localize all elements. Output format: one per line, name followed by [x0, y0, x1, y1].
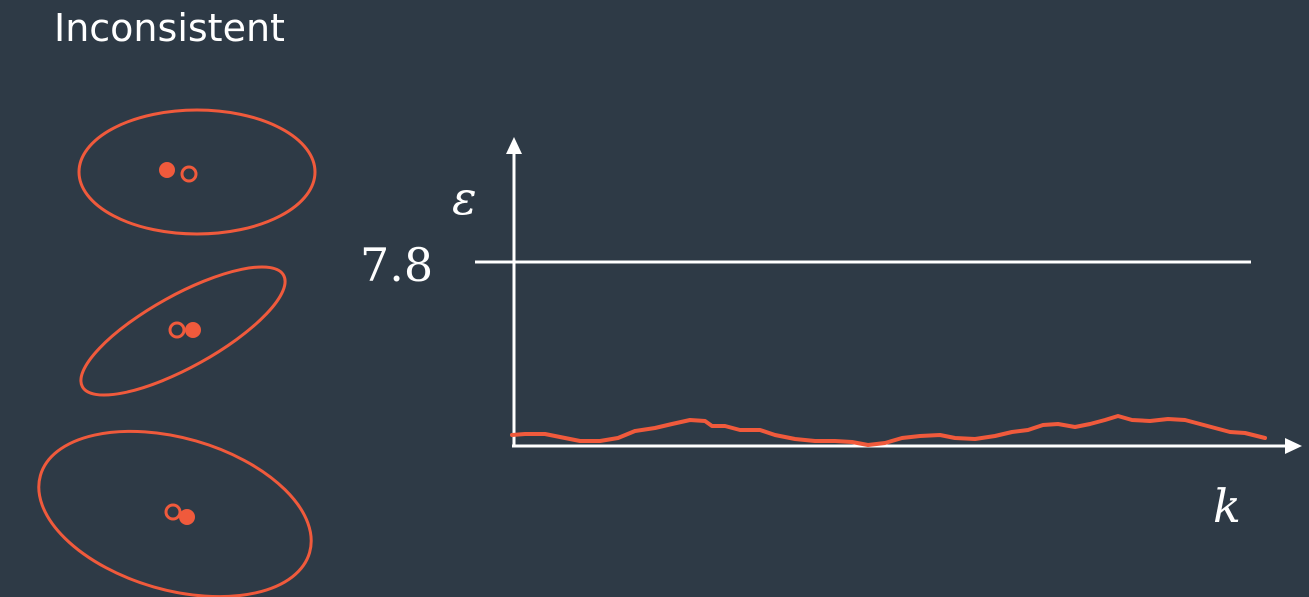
error-curve: [510, 414, 1267, 447]
x-axis-arrowhead: [1285, 438, 1302, 454]
estimate-dot-filled-2: [185, 322, 201, 338]
ellipse-group-3: [37, 429, 313, 597]
y-axis-label: ε: [452, 171, 477, 225]
estimate-dot-filled-3: [179, 509, 195, 525]
threshold-label: 7.8: [360, 238, 433, 292]
truth-dot-hollow-2: [168, 321, 186, 339]
uncertainty-ellipse-1: [77, 108, 317, 236]
ellipse-group-1: [77, 108, 317, 236]
estimate-dot-filled-1: [159, 162, 175, 178]
x-axis-label: k: [1213, 479, 1241, 533]
y-axis-arrowhead: [506, 137, 522, 154]
truth-dot-hollow-1: [180, 165, 198, 183]
plot-axes: [506, 137, 1302, 454]
uncertainty-ellipse-3: [37, 429, 313, 597]
ellipse-group-2: [79, 265, 287, 397]
slide-title: Inconsistent: [54, 6, 285, 50]
truth-dot-hollow-3: [164, 503, 182, 521]
uncertainty-ellipse-2: [79, 265, 287, 397]
